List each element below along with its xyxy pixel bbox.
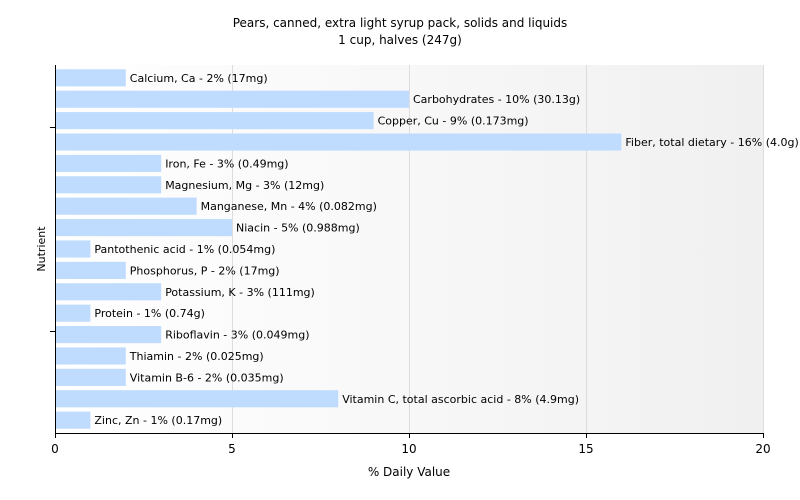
bar — [56, 304, 91, 322]
bar — [56, 197, 197, 215]
bar-label: Thiamin - 2% (0.025mg) — [129, 350, 264, 363]
bar-label: Zinc, Zn - 1% (0.17mg) — [94, 414, 222, 427]
x-tick-label: 0 — [51, 442, 59, 456]
chart-subtitle: 1 cup, halves (247g) — [338, 33, 462, 47]
x-tick-label: 10 — [401, 442, 416, 456]
bar-label: Potassium, K - 3% (111mg) — [165, 286, 315, 299]
bar — [56, 133, 622, 151]
bar-label: Carbohydrates - 10% (30.13g) — [413, 93, 580, 106]
bar-label: Pantothenic acid - 1% (0.054mg) — [94, 243, 275, 256]
bar-label: Riboflavin - 3% (0.049mg) — [165, 329, 309, 342]
bar-label: Phosphorus, P - 2% (17mg) — [130, 264, 280, 277]
bar-label: Niacin - 5% (0.988mg) — [236, 222, 360, 235]
bar — [56, 347, 126, 365]
x-tick-label: 15 — [578, 442, 593, 456]
bar-label: Iron, Fe - 3% (0.49mg) — [165, 157, 288, 170]
bar-label: Vitamin B-6 - 2% (0.035mg) — [130, 371, 284, 384]
bar — [56, 411, 91, 429]
bar — [56, 219, 232, 237]
bar — [56, 390, 339, 408]
axes: 0 5 10 15 20 — [50, 65, 771, 456]
bar — [56, 368, 126, 386]
bar — [56, 154, 162, 172]
bar — [56, 176, 162, 194]
bar-label: Protein - 1% (0.74g) — [94, 307, 205, 320]
bar — [56, 240, 91, 258]
bar — [56, 69, 126, 87]
bar — [56, 283, 162, 301]
x-tick-label: 20 — [755, 442, 770, 456]
bars: Calcium, Ca - 2% (17mg) Carbohydrates - 1… — [56, 69, 799, 429]
bar-label: Magnesium, Mg - 3% (12mg) — [165, 179, 324, 192]
y-axis-label: Nutrient — [35, 226, 48, 272]
bar — [56, 90, 409, 108]
bar — [56, 326, 162, 344]
bar-label: Vitamin C, total ascorbic acid - 8% (4.9… — [342, 393, 579, 406]
bar-label: Fiber, total dietary - 16% (4.0g) — [625, 136, 798, 149]
bar-label: Manganese, Mn - 4% (0.082mg) — [201, 200, 377, 213]
x-axis-label: % Daily Value — [368, 465, 450, 479]
chart-title: Pears, canned, extra light syrup pack, s… — [233, 16, 568, 30]
bar-label: Copper, Cu - 9% (0.173mg) — [378, 115, 529, 128]
bar — [56, 261, 126, 279]
bar — [56, 112, 374, 130]
x-tick-label: 5 — [228, 442, 236, 456]
bar-label: Calcium, Ca - 2% (17mg) — [130, 72, 268, 85]
